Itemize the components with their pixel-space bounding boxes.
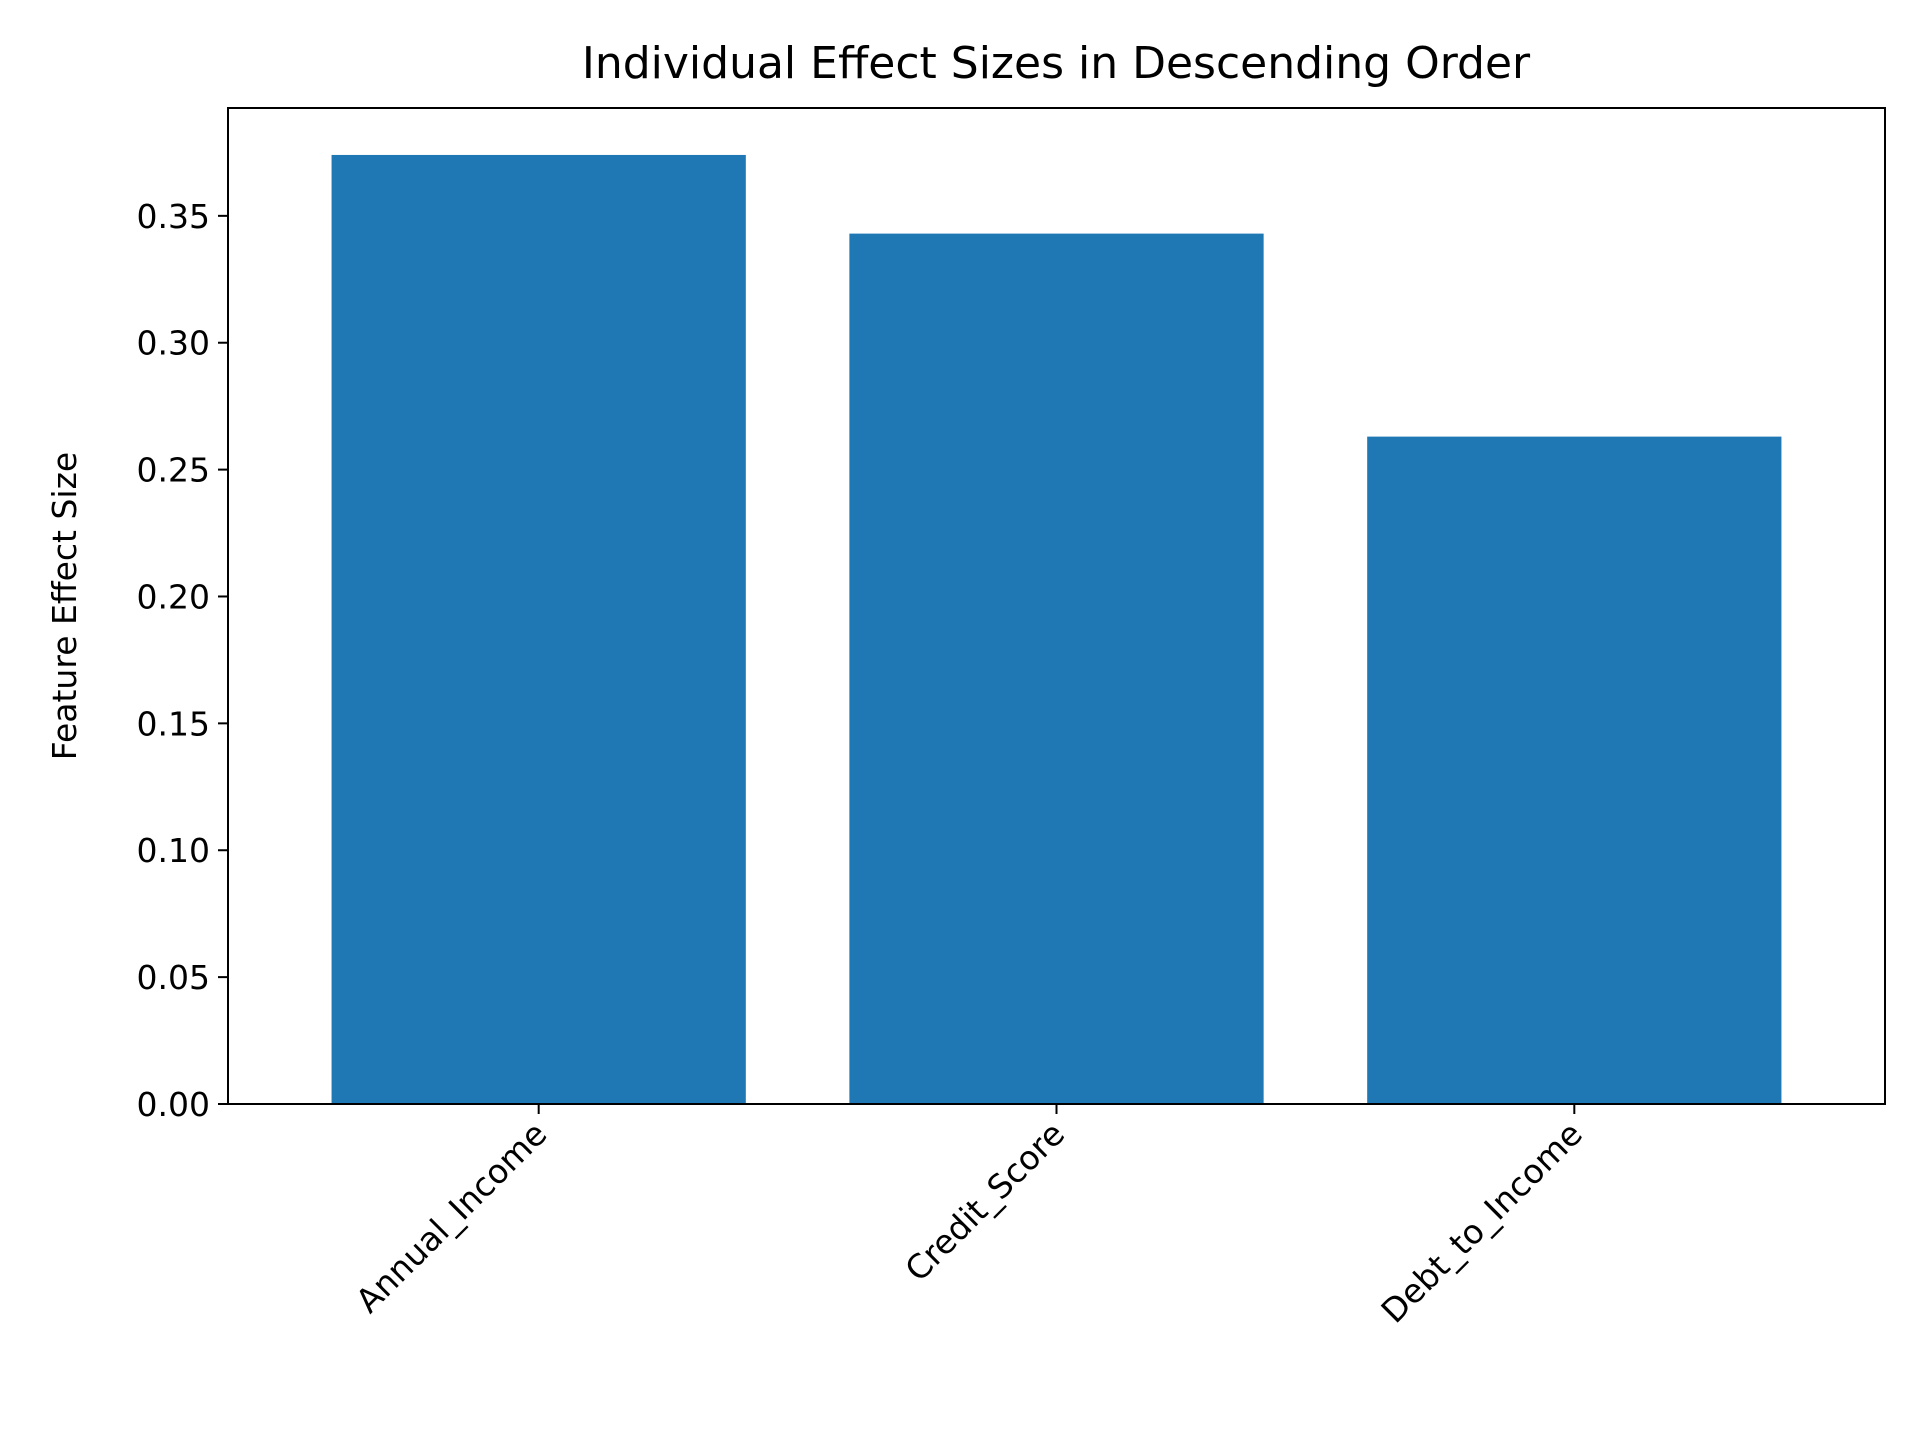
bar-annual-income [331,154,746,1104]
y-tick-label: 0.10 [137,831,210,870]
y-axis-ticks: 0.00 0.05 0.10 0.15 0.20 0.25 0.30 0.35 [137,197,228,1124]
bars-group [331,154,1782,1105]
y-tick-label: 0.25 [137,451,210,490]
y-tick-label: 0.00 [137,1085,210,1124]
y-tick-label: 0.05 [137,958,210,997]
y-axis-label: Feature Effect Size [45,452,84,760]
bar-credit-score [849,233,1264,1105]
y-tick-label: 0.20 [137,577,210,616]
y-tick-label: 0.35 [137,197,210,236]
plot-frame [227,107,1886,1105]
y-tick-label: 0.15 [137,704,210,743]
bar-debt-to-income [1367,436,1782,1104]
y-tick-label: 0.30 [137,324,210,363]
chart-title: Individual Effect Sizes in Descending Or… [582,38,1531,89]
